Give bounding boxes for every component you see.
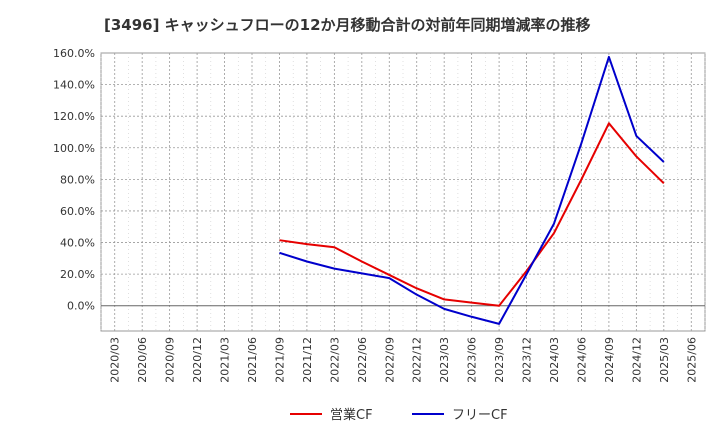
x-tick-label: 2024/09 — [603, 337, 616, 383]
chart-title: [3496] キャッシュフローの12か月移動合計の対前年同期増減率の推移 — [104, 16, 591, 34]
x-tick-label: 2024/06 — [575, 337, 588, 383]
x-tick-label: 2024/03 — [548, 337, 561, 383]
x-tick-label: 2023/12 — [521, 337, 534, 383]
plot-area — [100, 52, 706, 332]
x-tick-label: 2023/09 — [493, 337, 506, 383]
x-tick-label: 2020/03 — [109, 337, 122, 383]
y-tick-label: 80.0% — [60, 173, 95, 186]
grid-lines — [100, 52, 706, 331]
legend-label: フリーCF — [452, 408, 508, 423]
x-tick-label: 2025/06 — [685, 337, 698, 383]
x-tick-label: 2020/06 — [136, 337, 149, 383]
y-tick-label: 160.0% — [53, 47, 95, 60]
series-line-営業CF — [279, 122, 665, 307]
series-lines — [279, 55, 665, 325]
axis-labels: 0.0% 20.0% 40.0% 60.0% 80.0% 100.0% 120.0% 140.… — [53, 47, 698, 383]
x-tick-label: 2023/03 — [438, 337, 451, 383]
x-tick-label: 2021/12 — [301, 337, 314, 383]
x-tick-label: 2021/09 — [273, 337, 286, 383]
x-tick-label: 2024/12 — [630, 337, 643, 383]
x-tick-label: 2022/12 — [411, 337, 424, 383]
y-tick-label: 40.0% — [60, 237, 95, 250]
x-tick-label: 2021/03 — [219, 337, 232, 383]
x-tick-label: 2022/03 — [328, 337, 341, 383]
y-tick-label: 20.0% — [60, 268, 95, 281]
legend: 営業CF フリーCF — [290, 407, 508, 423]
y-tick-label: 0.0% — [67, 300, 95, 313]
y-tick-label: 100.0% — [53, 142, 95, 155]
series-line-フリーCF — [279, 55, 665, 325]
x-tick-label: 2023/06 — [466, 337, 479, 383]
y-tick-label: 60.0% — [60, 205, 95, 218]
y-tick-label: 120.0% — [53, 110, 95, 123]
x-tick-label: 2021/06 — [246, 337, 259, 383]
x-tick-label: 2025/03 — [658, 337, 671, 383]
x-tick-label: 2022/06 — [356, 337, 369, 383]
x-tick-label: 2020/09 — [164, 337, 177, 383]
x-tick-label: 2022/09 — [383, 337, 396, 383]
legend-label: 営業CF — [330, 407, 373, 423]
x-tick-label: 2020/12 — [191, 337, 204, 383]
y-tick-label: 140.0% — [53, 79, 95, 92]
